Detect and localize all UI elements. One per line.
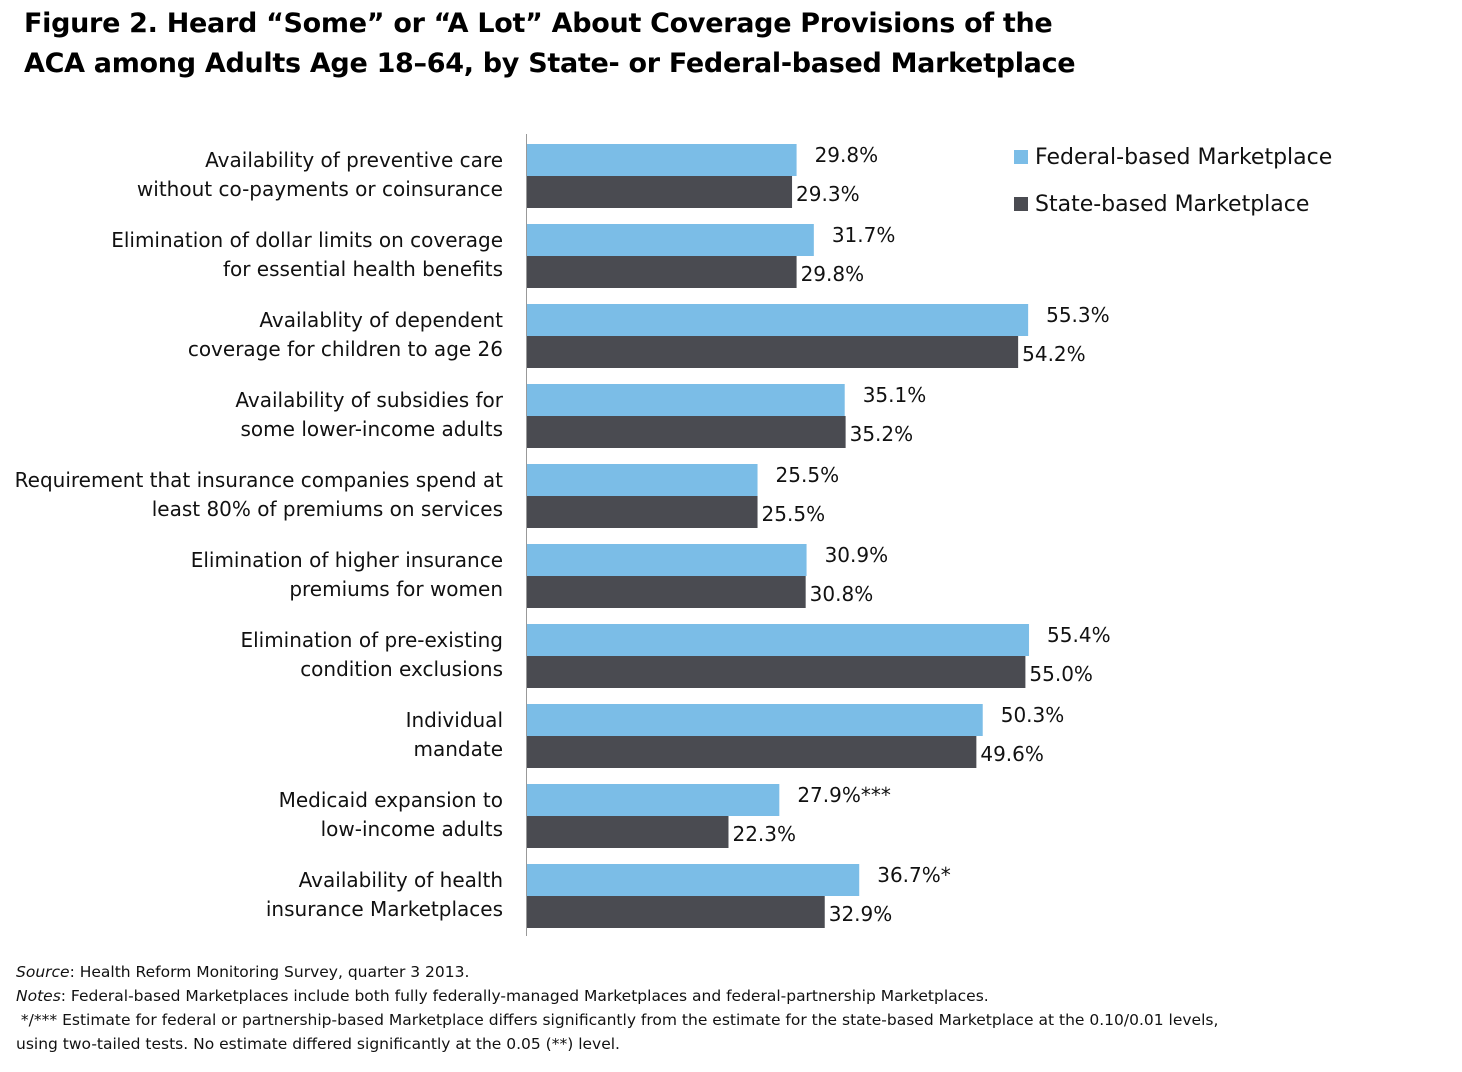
bar-chart: Availability of preventive care without c… <box>15 134 1332 936</box>
category-label-8-line-0: Medicaid expansion to <box>279 788 503 812</box>
category-label-0-line-1: without co-payments or coinsurance <box>137 177 503 201</box>
legend-swatch-state <box>1014 197 1028 211</box>
value-label-federal-2: 55.3% <box>1046 303 1110 327</box>
chart-title-line-1: Figure 2. Heard “Some” or “A Lot” About … <box>24 8 1053 39</box>
category-label-9-line-1: insurance Marketplaces <box>266 897 503 921</box>
bar-federal-7 <box>526 704 983 736</box>
source-text: : Health Reform Monitoring Survey, quart… <box>69 963 470 981</box>
bar-state-2 <box>526 336 1019 368</box>
value-label-state-2: 54.2% <box>1022 342 1086 366</box>
category-label-1-line-0: Elimination of dollar limits on coverage <box>111 228 503 252</box>
value-labels: 29.8% 29.3% 31.7% 29.8% 55.3% 54.2% 35.1% 35.2%… <box>732 143 1110 926</box>
source-note: Source: Health Reform Monitoring Survey,… <box>16 960 1446 984</box>
category-label-6-line-0: Elimination of pre-existing <box>240 628 503 652</box>
bar-federal-1 <box>526 224 814 256</box>
value-label-state-7: 49.6% <box>980 742 1044 766</box>
category-label-0-line-0: Availability of preventive care <box>205 148 503 172</box>
bar-federal-4 <box>526 464 758 496</box>
bar-state-1 <box>526 256 797 288</box>
bar-federal-8 <box>526 784 780 816</box>
value-label-federal-4: 25.5% <box>776 463 840 487</box>
bar-federal-6 <box>526 624 1030 656</box>
category-label-3-line-0: Availability of subsidies for <box>235 388 503 412</box>
category-label-7-line-1: mandate <box>413 737 503 761</box>
bar-federal-9 <box>526 864 860 896</box>
legend-swatch-federal <box>1014 150 1028 164</box>
bar-federal-0 <box>526 144 797 176</box>
chart-title-line-2: ACA among Adults Age 18–64, by State- or… <box>24 48 1076 79</box>
value-label-federal-0: 29.8% <box>815 143 879 167</box>
category-label-1-line-1: for essential health benefits <box>223 257 503 281</box>
bar-federal-2 <box>526 304 1029 336</box>
category-labels: Availability of preventive care without c… <box>15 148 504 921</box>
category-label-6-line-1: condition exclusions <box>300 657 503 681</box>
notes-text: : Federal-based Marketplaces include bot… <box>60 987 989 1005</box>
category-label-8-line-1: low-income adults <box>321 817 503 841</box>
value-label-federal-3: 35.1% <box>863 383 927 407</box>
legend: Federal-based Marketplace State-based Ma… <box>1014 145 1332 217</box>
bar-state-7 <box>526 736 977 768</box>
value-label-state-4: 25.5% <box>762 502 826 526</box>
category-label-2-line-1: coverage for children to age 26 <box>188 337 503 361</box>
value-label-state-3: 35.2% <box>850 422 914 446</box>
value-label-state-5: 30.8% <box>810 582 874 606</box>
value-label-federal-6: 55.4% <box>1047 623 1111 647</box>
value-label-state-1: 29.8% <box>801 262 865 286</box>
bar-federal-5 <box>526 544 807 576</box>
value-label-state-6: 55.0% <box>1029 662 1093 686</box>
bar-state-3 <box>526 416 846 448</box>
category-label-4-line-1: least 80% of premiums on services <box>152 497 503 521</box>
value-label-federal-9: 36.7%* <box>877 863 951 887</box>
legend-label-federal: Federal-based Marketplace <box>1035 145 1332 170</box>
significance-note-1: */*** Estimate for federal or partnershi… <box>16 1011 1219 1029</box>
bar-state-8 <box>526 816 729 848</box>
value-label-state-8: 22.3% <box>732 822 796 846</box>
chart-title: Figure 2. Heard “Some” or “A Lot” About … <box>24 4 1444 84</box>
value-label-federal-8: 27.9%*** <box>797 783 891 807</box>
category-label-3-line-1: some lower-income adults <box>241 417 503 441</box>
bar-state-5 <box>526 576 806 608</box>
chart-notes: Source: Health Reform Monitoring Survey,… <box>16 960 1446 1056</box>
value-label-federal-1: 31.7% <box>832 223 896 247</box>
notes-line: Notes: Federal-based Marketplaces includ… <box>16 984 1446 1008</box>
significance-note-2: using two-tailed tests. No estimate diff… <box>16 1035 620 1053</box>
category-label-9-line-0: Availability of health <box>299 868 503 892</box>
category-label-7-line-0: Individual <box>406 708 503 732</box>
category-label-2-line-0: Availablity of dependent <box>259 308 503 332</box>
value-label-federal-7: 50.3% <box>1001 703 1065 727</box>
bar-state-0 <box>526 176 793 208</box>
category-label-5-line-0: Elimination of higher insurance <box>191 548 503 572</box>
value-label-state-0: 29.3% <box>796 182 860 206</box>
category-label-5-line-1: premiums for women <box>289 577 503 601</box>
bar-state-9 <box>526 896 825 928</box>
bar-state-4 <box>526 496 758 528</box>
legend-label-state: State-based Marketplace <box>1035 192 1309 217</box>
source-label: Source <box>16 963 70 981</box>
bars-layer <box>526 144 1030 928</box>
category-label-4-line-0: Requirement that insurance companies spe… <box>15 468 503 492</box>
value-label-state-9: 32.9% <box>829 902 893 926</box>
value-label-federal-5: 30.9% <box>825 543 889 567</box>
notes-label: Notes <box>16 987 61 1005</box>
bar-federal-3 <box>526 384 845 416</box>
bar-state-6 <box>526 656 1026 688</box>
